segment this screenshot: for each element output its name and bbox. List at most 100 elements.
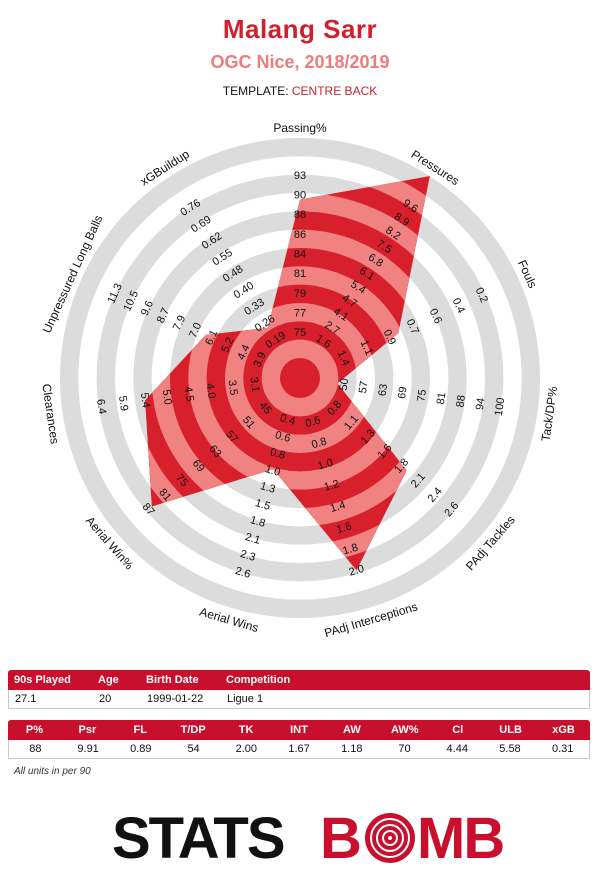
stats-table-row: 88 9.91 0.89 54 2.00 1.67 1.18 70 4.44 5.58 0.31: [8, 740, 590, 759]
info-table: 90s Played Age Birth Date Competition 27…: [8, 670, 590, 709]
stats-header-cell: AW: [343, 724, 361, 736]
stats-header-cell: xGB: [552, 724, 575, 736]
radar-tick-label: 0.8: [310, 435, 328, 451]
radar-tick-label: 1.4: [335, 349, 352, 368]
logo-text-stats: STATS: [112, 806, 284, 866]
info-value-cell: 27.1: [15, 693, 37, 705]
stats-header-cell: T/DP: [180, 724, 206, 736]
radar-tick-label: 2.3: [239, 548, 257, 564]
stats-value-cell: 1.67: [288, 743, 310, 755]
stats-header-cell: TK: [238, 724, 254, 736]
radar-tick-label: 77: [294, 308, 306, 320]
radar-tick-label: 86: [294, 229, 306, 241]
radar-tick-label: 75: [415, 389, 429, 403]
radar-tick-label: 1.4: [329, 499, 347, 515]
radar-center: [280, 358, 320, 398]
stats-value-cell: 0.89: [130, 743, 152, 755]
stats-value-cell: 88: [29, 743, 42, 755]
radar-tick-label: 3.9: [251, 350, 268, 369]
radar-tick-label: 2.1: [244, 531, 262, 547]
radar-tick-label: 5.0: [160, 389, 174, 406]
radar-tick-label: 63: [376, 383, 390, 397]
club-season: OGC Nice, 2018/2019: [210, 52, 390, 72]
radar-tick-label: 94: [474, 397, 488, 411]
stats-header-cell: P%: [25, 724, 44, 736]
info-header-cell: Age: [98, 674, 119, 686]
info-value-cell: 20: [99, 693, 112, 705]
info-value-cell: Ligue 1: [227, 693, 264, 705]
radar-tick-label: 3.5: [225, 379, 239, 396]
info-value-cell: 1999-01-22: [147, 693, 204, 705]
radar-tick-label: 5.2: [219, 336, 236, 355]
template-value: CENTRE BACK: [291, 84, 378, 98]
radar-tick-label: 69: [396, 386, 410, 400]
radar-tick-label: 4.0: [204, 382, 218, 399]
logo-text-mb: MB: [417, 806, 503, 866]
radar-tick-label: 2.0: [348, 563, 366, 579]
radar-tick-label: 9.6: [139, 299, 156, 318]
radar-tick-label: 75: [294, 327, 306, 339]
radar-axis-label: Passing%: [273, 121, 327, 135]
stats-header-cell: Psr: [78, 724, 97, 736]
radar-tick-label: 7.0: [187, 321, 204, 340]
stats-value-cell: 1.18: [341, 743, 363, 755]
radar-tick-label: 0.2: [473, 286, 490, 305]
radar-tick-label: 79: [294, 288, 306, 300]
info-table-row: 27.1 20 1999-01-22 Ligue 1: [8, 690, 590, 709]
radar-tick-label: 7.9: [171, 314, 188, 333]
radar-tick-label: 0.4: [279, 412, 297, 428]
player-name: Malang Sarr: [222, 14, 378, 44]
stats-header-cell: Cl: [452, 724, 464, 736]
radar-tick-label: 90: [294, 190, 306, 202]
radar-tick-label: 50: [338, 377, 352, 391]
units-footnote: All units in per 90: [14, 766, 91, 777]
radar-tick-label: 0.7: [404, 317, 421, 336]
radar-tick-label: 8.7: [155, 306, 172, 325]
radar-tick-label: 1.0: [264, 463, 282, 479]
radar-tick-label: 0.9: [381, 328, 398, 347]
stats-header-cell: ULB: [499, 724, 522, 736]
stats-value-cell: 9.91: [77, 743, 99, 755]
radar-tick-label: 0.6: [274, 429, 292, 445]
radar-tick-label: 100: [493, 397, 507, 417]
radar-tick-label: 4.5: [182, 386, 196, 403]
radar-tick-label: 5.4: [138, 392, 152, 409]
radar-tick-label: 88: [454, 394, 468, 408]
radar-tick-label: 6.4: [94, 398, 108, 415]
stats-header-cell: INT: [290, 724, 308, 736]
stats-table-header: P% Psr FL T/DP TK INT AW AW% Cl ULB xGB: [8, 720, 590, 740]
statsbomb-logo: STATS B MB: [112, 806, 505, 866]
stats-header-cell: FL: [133, 724, 147, 736]
radar-tick-label: 1.8: [341, 542, 359, 558]
radar-tick-label: 3.1: [247, 376, 261, 393]
radar-tick-label: 1.5: [254, 497, 272, 513]
info-header-cell: 90s Played: [14, 674, 71, 686]
radar-axis-label: Tack/DP%: [539, 385, 561, 442]
radar-tick-label: 1.1: [358, 338, 375, 357]
radar-tick-label: 81: [435, 391, 449, 405]
radar-tick-label: 0.6: [304, 414, 322, 430]
template-line: TEMPLATE: CENTRE BACK: [0, 84, 600, 98]
info-header-cell: Competition: [226, 674, 291, 686]
stats-value-cell: 2.00: [235, 743, 258, 755]
stats-value-cell: 54: [187, 743, 200, 755]
radar-tick-label: 5.9: [116, 395, 130, 412]
stats-value-cell: 4.44: [446, 743, 468, 755]
radar-tick-label: 81: [294, 268, 306, 280]
radar-tick-label: 88: [294, 209, 306, 221]
stats-table: P% Psr FL T/DP TK INT AW AW% Cl ULB xGB 88 9.91 0.89…: [8, 720, 590, 759]
radar-tick-label: 6.1: [203, 328, 220, 347]
logo-text-b: B: [320, 806, 360, 866]
radar-chart: 7577798184868890931.62.74.14.75.46.16.87…: [39, 121, 561, 640]
template-label: TEMPLATE:: [222, 84, 289, 98]
radar-tick-label: 84: [294, 249, 306, 261]
info-table-header: 90s Played Age Birth Date Competition: [8, 670, 590, 690]
radar-tick-label: 1.3: [259, 480, 277, 496]
radar-tick-label: 0.8: [269, 446, 287, 462]
radar-tick-label: 1.2: [323, 478, 341, 494]
radar-tick-label: 0.4: [450, 296, 467, 315]
stats-value-cell: 0.31: [552, 743, 574, 755]
logo-target-icon: [365, 813, 415, 863]
radar-tick-label: 0.6: [427, 307, 444, 326]
radar-axis-label: Clearances: [39, 383, 62, 445]
